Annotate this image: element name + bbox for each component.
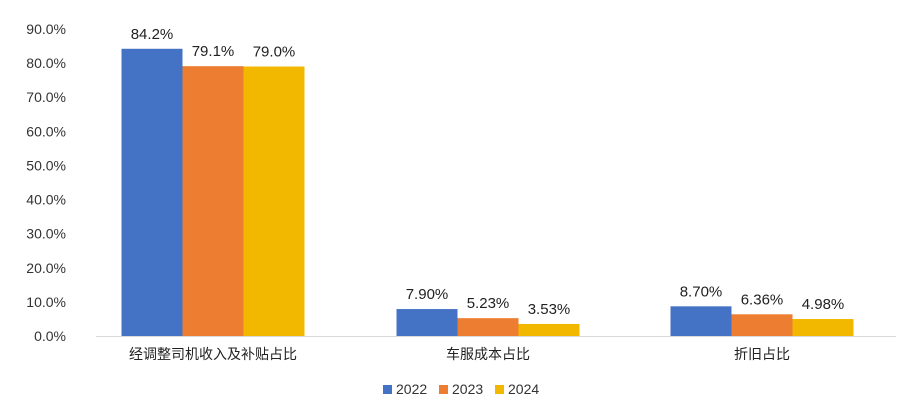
bar-2022-2 <box>670 306 732 336</box>
data-labels: 84.2% 79.1% 79.0% 7.90% 5.23% 3.53% 8.70% 6.36%… <box>131 26 845 318</box>
y-tick-label: 60.0% <box>26 123 66 139</box>
bar-2023-2 <box>731 314 793 336</box>
y-tick-label: 40.0% <box>26 192 66 208</box>
bar-2023-0 <box>182 66 244 336</box>
y-tick-label: 0.0% <box>34 328 66 344</box>
data-label: 3.53% <box>528 301 571 318</box>
y-axis: 0.0% 10.0% 20.0% 30.0% 40.0% 50.0% 60.0% 70.0% 8… <box>26 21 66 344</box>
data-label: 84.2% <box>131 26 174 43</box>
data-label: 79.1% <box>192 43 235 60</box>
data-label: 79.0% <box>253 44 296 61</box>
y-tick-label: 80.0% <box>26 55 66 71</box>
data-label: 6.36% <box>741 291 784 308</box>
bar-2022-1 <box>396 309 458 336</box>
bar-2024-1 <box>518 323 580 336</box>
bar-2023-1 <box>457 318 519 336</box>
category-label: 经调整司机收入及补贴占比 <box>129 347 297 363</box>
legend: 2022 2023 2024 <box>383 381 539 397</box>
data-label: 8.70% <box>680 283 723 300</box>
category-labels: 经调整司机收入及补贴占比 车服成本占比 折旧占比 <box>129 346 790 363</box>
legend-item-2022: 2022 <box>383 381 427 397</box>
bar-2024-2 <box>792 319 854 336</box>
y-tick-label: 20.0% <box>26 260 66 276</box>
data-label: 4.98% <box>802 296 845 313</box>
y-tick-label: 30.0% <box>26 226 66 242</box>
category-label: 车服成本占比 <box>446 346 530 363</box>
category-label: 折旧占比 <box>734 347 790 363</box>
data-label: 5.23% <box>467 295 510 312</box>
legend-item-2023: 2023 <box>439 381 483 397</box>
legend-swatch <box>439 385 448 394</box>
legend-label: 2024 <box>508 381 539 397</box>
legend-swatch <box>383 385 392 394</box>
y-tick-label: 70.0% <box>26 89 66 105</box>
legend-label: 2023 <box>452 381 483 397</box>
bar-2022-0 <box>121 48 183 336</box>
legend-item-2024: 2024 <box>495 381 539 397</box>
bar-2024-0 <box>243 66 305 337</box>
y-tick-label: 50.0% <box>26 157 66 173</box>
y-tick-label: 90.0% <box>26 21 66 37</box>
legend-swatch <box>495 385 504 394</box>
data-label: 7.90% <box>406 286 449 303</box>
legend-label: 2022 <box>396 381 427 397</box>
bars <box>121 48 854 337</box>
y-tick-label: 10.0% <box>26 294 66 310</box>
